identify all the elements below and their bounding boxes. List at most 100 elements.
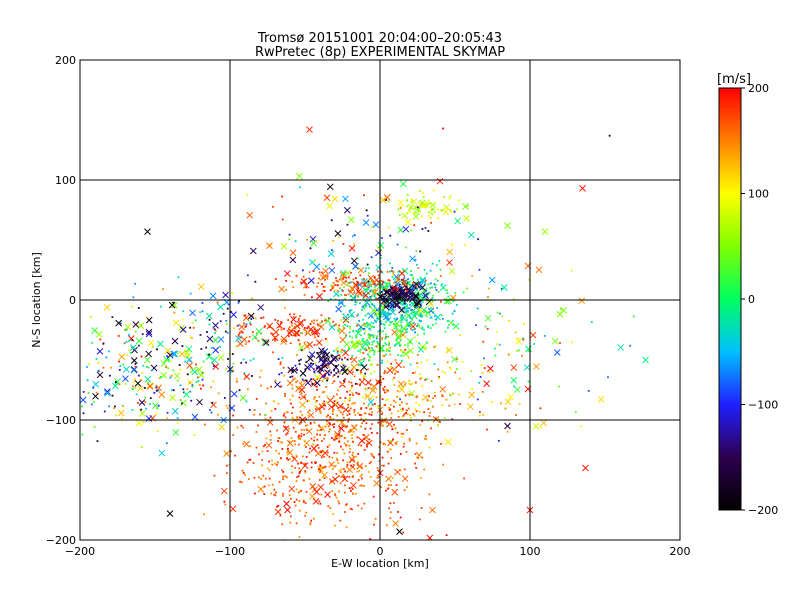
data-point-x — [266, 322, 274, 330]
data-point — [345, 503, 348, 506]
data-point — [387, 313, 390, 316]
data-point — [141, 372, 144, 374]
data-point — [328, 444, 331, 446]
data-point — [331, 456, 334, 459]
data-point — [308, 400, 310, 403]
data-point — [386, 390, 389, 393]
data-point — [416, 289, 419, 291]
data-point — [292, 426, 295, 429]
data-point — [270, 492, 273, 495]
data-point — [329, 428, 331, 431]
data-point — [414, 381, 417, 384]
data-point — [426, 359, 429, 361]
data-point — [344, 425, 347, 428]
data-point — [377, 342, 380, 345]
data-point — [65, 346, 67, 348]
data-point — [397, 354, 400, 356]
data-point-x — [318, 403, 326, 411]
colorbar-tick-label: −100 — [748, 399, 778, 412]
data-point — [416, 366, 419, 369]
data-point — [108, 350, 110, 353]
data-point — [249, 458, 252, 461]
data-point — [433, 363, 436, 366]
data-point — [409, 316, 411, 318]
data-point — [421, 398, 424, 401]
data-point — [411, 295, 414, 298]
data-point — [399, 302, 402, 305]
data-point — [391, 276, 394, 278]
data-point — [385, 284, 388, 287]
data-point — [506, 430, 509, 433]
data-point — [444, 372, 446, 375]
data-point — [182, 310, 185, 313]
data-point — [434, 278, 437, 281]
data-point — [297, 436, 300, 438]
data-point — [560, 308, 562, 311]
data-point — [373, 283, 376, 286]
data-point — [268, 243, 271, 246]
data-point — [324, 374, 326, 377]
data-point-x — [399, 180, 407, 188]
data-point — [365, 388, 368, 391]
data-point — [166, 411, 169, 414]
data-point — [246, 461, 249, 464]
data-point — [386, 270, 389, 273]
data-point — [300, 435, 303, 438]
data-point — [486, 428, 488, 431]
data-point — [211, 362, 214, 365]
data-point-x — [355, 329, 362, 337]
data-point — [186, 373, 189, 376]
data-point — [345, 276, 347, 279]
data-point — [427, 214, 430, 217]
data-point-x — [452, 322, 460, 330]
data-point — [326, 420, 329, 422]
data-point-x — [280, 242, 288, 250]
data-point — [225, 367, 228, 370]
data-point-x — [355, 288, 362, 295]
data-point — [364, 375, 366, 377]
data-point — [278, 480, 281, 483]
data-point-x — [424, 309, 432, 317]
data-point — [281, 195, 284, 198]
data-point — [244, 314, 247, 317]
data-point-x — [337, 425, 345, 432]
data-point — [484, 325, 487, 328]
data-point-x — [293, 322, 301, 330]
data-point — [344, 323, 347, 326]
data-point — [239, 336, 242, 339]
data-point — [212, 365, 215, 367]
data-point-x — [135, 419, 143, 427]
data-point-x — [238, 323, 246, 331]
data-point-x — [406, 288, 414, 296]
data-point — [374, 312, 377, 315]
data-point — [278, 325, 281, 328]
y-axis-label: N-S location [km] — [30, 252, 43, 348]
data-point-x — [184, 352, 191, 360]
data-point — [318, 500, 321, 503]
data-point — [436, 307, 439, 309]
data-point — [295, 522, 298, 525]
data-point — [165, 442, 168, 445]
data-point — [365, 302, 368, 304]
data-point — [366, 312, 369, 315]
data-point — [123, 342, 126, 345]
data-point — [324, 465, 327, 468]
data-point — [399, 207, 402, 209]
data-point — [260, 477, 263, 480]
data-point — [349, 327, 352, 330]
data-point — [570, 269, 573, 272]
data-point — [369, 363, 372, 366]
data-point — [337, 236, 340, 239]
data-point — [325, 420, 328, 423]
data-point — [406, 290, 408, 292]
data-point — [388, 324, 391, 327]
data-point-x — [139, 409, 146, 417]
data-point-x — [95, 330, 103, 338]
data-point — [427, 326, 429, 329]
data-point — [205, 346, 208, 349]
data-point — [459, 334, 462, 336]
data-point — [155, 386, 158, 389]
data-point — [411, 282, 414, 284]
data-point — [300, 432, 303, 435]
data-point — [515, 414, 517, 416]
